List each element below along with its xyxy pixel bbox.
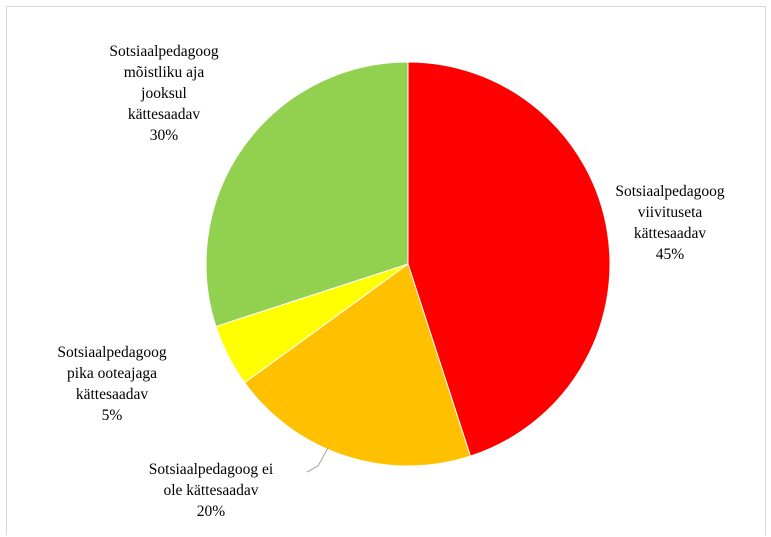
- slice-labels: Sotsiaalpedagoog viivituseta kättesaadav 45…: [57, 43, 725, 520]
- slice-value-label: 5%: [102, 407, 123, 424]
- slice-label-line: kättesaadav: [76, 386, 149, 403]
- slice-label-line: jooksul: [140, 85, 187, 102]
- slice-label-line: kättesaadav: [634, 225, 707, 242]
- leader-line: [306, 447, 329, 473]
- slice-label-3: Sotsiaalpedagoog pika ooteajaga kättesaada…: [57, 344, 167, 424]
- slice-label-1: Sotsiaalpedagoog viivituseta kättesaadav 45…: [615, 183, 725, 263]
- pie-slices: [205, 61, 611, 467]
- slice-value-label: 45%: [656, 246, 685, 263]
- pie-slice-2: [243, 263, 472, 467]
- slice-label-line: Sotsiaalpedagoog: [57, 344, 167, 361]
- slice-label-2: Sotsiaalpedagoog ei ole kättesaadav 20%: [149, 461, 274, 520]
- slice-label-line: kättesaadav: [128, 106, 201, 123]
- slice-label-line: pika ooteajaga: [67, 365, 157, 382]
- slice-value-label: 30%: [150, 127, 179, 144]
- slice-label-line: viivituseta: [638, 204, 703, 221]
- slice-label-line: ole kättesaadav: [163, 482, 258, 499]
- slice-label-4: Sotsiaalpedagoog mõistliku aja jooksul kätt…: [109, 43, 219, 144]
- slice-label-line: Sotsiaalpedagoog: [615, 183, 725, 200]
- slice-label-line: Sotsiaalpedagoog: [109, 43, 219, 60]
- slice-label-line: Sotsiaalpedagoog ei: [149, 461, 274, 478]
- slice-label-line: mõistliku aja: [124, 64, 205, 81]
- leader-lines: [306, 447, 329, 473]
- pie-slice-1: [407, 61, 611, 457]
- pie-slice-4: [205, 61, 409, 328]
- slice-value-label: 20%: [197, 503, 226, 520]
